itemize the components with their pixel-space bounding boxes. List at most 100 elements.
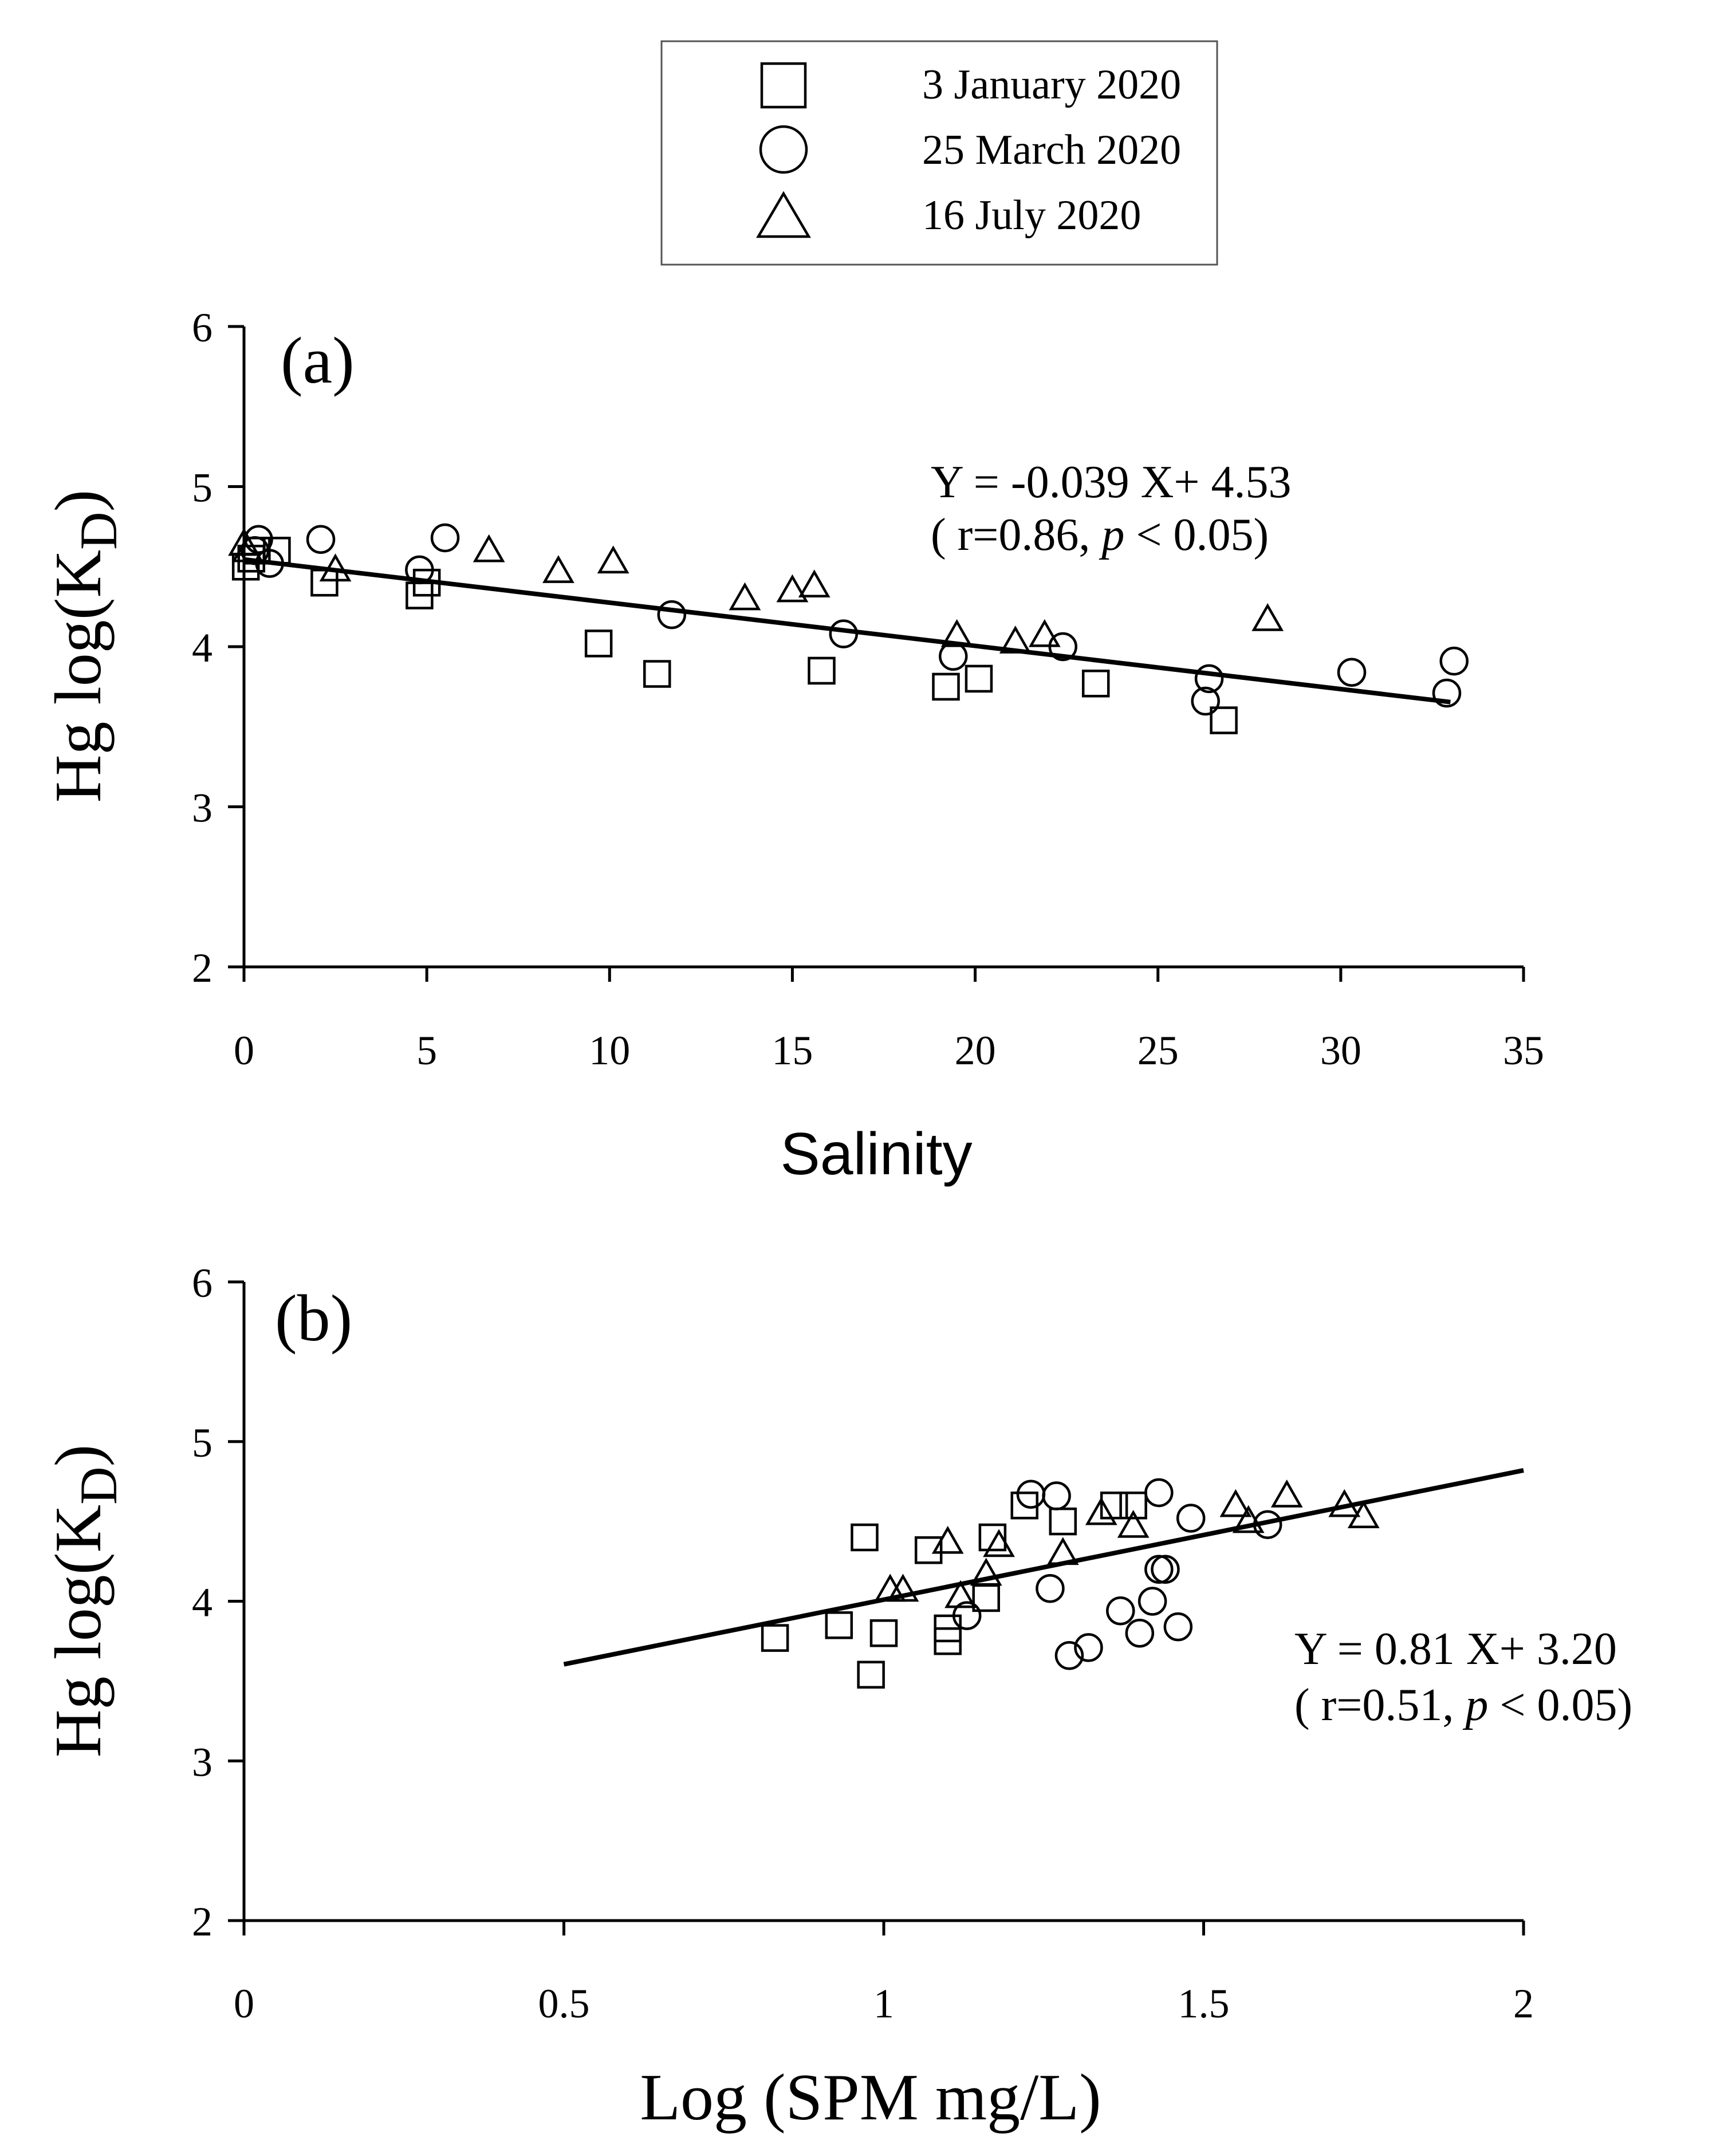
panel-b-point-july xyxy=(944,1580,977,1608)
panel-b-y-label-sub: D xyxy=(69,1466,128,1504)
panel-b: 0 0.5 1 1.5 2 2 3 4 5 6 (b) Y = 0.81 X+ 3.20 ( r… xyxy=(42,1260,1632,2134)
panel-a-point-july xyxy=(319,553,352,582)
panel-a-data-points xyxy=(228,523,1469,734)
panel-a-point-july xyxy=(798,569,831,598)
panel-b-point-march xyxy=(1106,1596,1135,1626)
panel-a-point-march xyxy=(430,523,460,553)
panel-b-point-march xyxy=(1054,1641,1084,1670)
panel-b-point-january xyxy=(857,1661,885,1689)
panel-b-point-july xyxy=(1085,1497,1117,1525)
panel-a-point-january xyxy=(1081,670,1110,698)
panel-a-axes xyxy=(233,326,1524,969)
panel-a-point-january xyxy=(808,656,836,685)
panel-b-point-january xyxy=(914,1536,943,1564)
panel-a-point-july xyxy=(776,574,809,603)
panel-b-point-july xyxy=(931,1525,964,1554)
panel-a-point-march xyxy=(1191,686,1220,716)
panel-a-point-march xyxy=(1194,664,1224,694)
panel-b-equation: Y = 0.81 X+ 3.20 xyxy=(1294,1624,1617,1674)
panel-b-point-july xyxy=(1232,1505,1265,1533)
panel-a-label: (a) xyxy=(281,324,355,398)
panel-b-y-label-close: ) xyxy=(42,1445,115,1467)
panel-a-point-march xyxy=(657,600,687,630)
panel-a-point-january xyxy=(310,568,339,597)
panel-b-point-march xyxy=(1253,1510,1282,1539)
panel-b-point-january xyxy=(851,1523,879,1552)
panel-b-stats: ( r=0.51, p < 0.05) xyxy=(1294,1680,1632,1730)
panel-b-point-march xyxy=(1074,1633,1103,1662)
panel-b-stats-prefix: ( r=0.51, xyxy=(1294,1680,1465,1730)
panel-a-point-july xyxy=(1251,603,1284,631)
panel-b-point-march xyxy=(1144,1555,1174,1584)
panel-b-point-july xyxy=(1328,1489,1361,1517)
panel-b-x-tick-label: 0.5 xyxy=(538,1981,590,2027)
panel-a-y-label: Hg log(KD) xyxy=(42,490,128,803)
panel-a-y-label-main: Hg log(K xyxy=(42,550,115,802)
panel-a-point-july xyxy=(597,545,629,574)
legend-label-january: 3 January 2020 xyxy=(922,61,1181,108)
panel-b-point-march xyxy=(1144,1478,1174,1508)
panel-a-point-july xyxy=(542,555,574,583)
panel-b-point-july xyxy=(1219,1489,1252,1517)
panel-a-x-tick-label: 10 xyxy=(589,1028,630,1073)
panel-a-y-tick-label: 6 xyxy=(192,305,212,351)
panel-a-x-tick-label: 20 xyxy=(955,1028,996,1073)
panel-b-y-tick-label: 4 xyxy=(192,1580,212,1626)
panel-a-x-tick-label: 15 xyxy=(772,1028,813,1073)
panel-b-x-tick-label: 2 xyxy=(1513,1981,1534,2027)
legend-marker-circle xyxy=(759,125,808,174)
panel-a-x-tick-label: 35 xyxy=(1503,1028,1544,1073)
panel-b-point-january xyxy=(825,1611,853,1639)
panel-a-point-march xyxy=(1439,646,1469,676)
panel-a-point-july xyxy=(473,534,505,562)
panel-b-point-july xyxy=(887,1573,919,1602)
panel-b-point-january xyxy=(1100,1492,1128,1520)
panel-a-point-january xyxy=(1210,706,1238,734)
panel-b-x-ticks: 0 0.5 1 1.5 2 xyxy=(234,1921,1534,2027)
panel-a-y-tick-label: 4 xyxy=(192,625,212,671)
panel-b-point-march xyxy=(1042,1481,1071,1510)
panel-b-y-tick-label: 5 xyxy=(192,1420,212,1466)
panel-b-x-tick-label: 1.5 xyxy=(1178,1981,1230,2027)
panel-a-y-tick-label: 5 xyxy=(192,465,212,511)
panel-b-point-july xyxy=(1046,1537,1079,1565)
panel-a-point-july xyxy=(231,534,264,562)
panel-a-y-tick-label: 2 xyxy=(192,945,212,991)
panel-a-point-march xyxy=(939,642,968,671)
panel-a-point-march xyxy=(829,619,859,648)
legend-frame xyxy=(660,40,1218,266)
panel-b-point-march xyxy=(1138,1587,1167,1616)
panel-a-point-march xyxy=(255,549,284,578)
panel-b-y-label-main: Hg log(K xyxy=(42,1505,115,1757)
panel-b-point-march xyxy=(1036,1573,1065,1603)
panel-a-point-january xyxy=(584,630,613,658)
panel-a-y-ticks: 2 3 4 5 6 xyxy=(192,305,244,991)
panel-b-point-march xyxy=(1151,1555,1180,1584)
panel-b-x-tick-label: 0 xyxy=(234,1981,254,2027)
panel-b-label: (b) xyxy=(275,1282,352,1355)
panel-a-y-label-sub: D xyxy=(69,512,128,549)
panel-b-point-january xyxy=(978,1523,1007,1552)
panel-b-point-january xyxy=(761,1624,789,1652)
panel-b-data-points xyxy=(761,1478,1380,1689)
panel-a-point-january xyxy=(965,664,993,693)
panel-b-point-july xyxy=(970,1557,1002,1586)
legend: 3 January 2020 25 March 2020 16 July 202… xyxy=(660,40,1218,266)
panel-b-point-july xyxy=(1347,1500,1380,1529)
panel-b-point-march xyxy=(1163,1612,1193,1642)
panel-b-stats-p: p xyxy=(1462,1680,1488,1730)
legend-label-march: 25 March 2020 xyxy=(922,127,1181,174)
panel-a-y-label-close: ) xyxy=(42,490,115,512)
panel-b-point-january xyxy=(869,1619,898,1647)
panel-a-x-tick-label: 30 xyxy=(1320,1028,1361,1073)
panel-a-regression-line xyxy=(243,557,1451,705)
panel-a-point-march xyxy=(1337,658,1367,687)
legend-marker-square xyxy=(760,62,807,109)
panel-b-point-january xyxy=(1049,1507,1077,1536)
panel-a-point-july xyxy=(1028,619,1061,647)
panel-b-point-july xyxy=(1270,1479,1303,1508)
panel-a-point-march xyxy=(405,555,434,585)
panel-a-stats-prefix: ( r=0.86, xyxy=(931,510,1101,560)
panel-a-x-label: Salinity xyxy=(780,1121,972,1187)
